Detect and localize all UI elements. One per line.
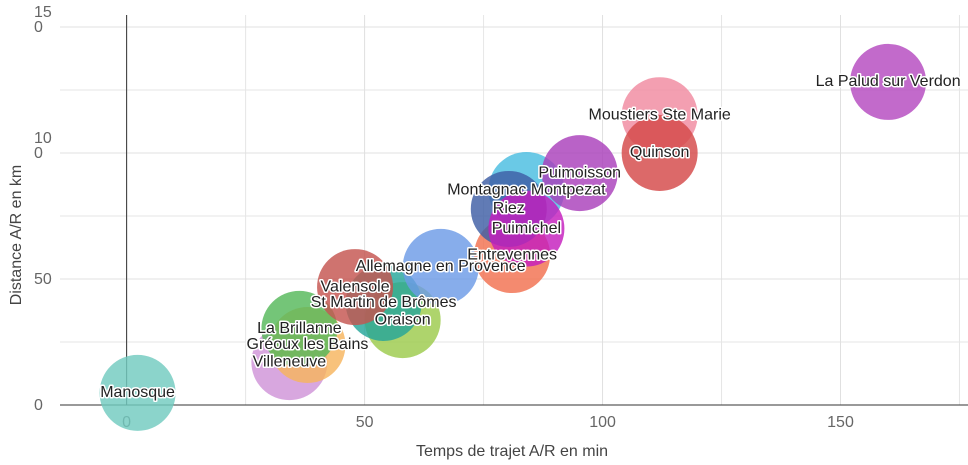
bubble — [261, 290, 338, 367]
x-tick-label: 150 — [827, 414, 854, 431]
bubble-label: Valensole — [321, 278, 390, 295]
bubble — [99, 354, 176, 431]
bubble-label: Gréoux les Bains — [247, 336, 369, 353]
x-axis-title: Temps de trajet A/R en min — [416, 443, 608, 460]
bubble-label: Villeneuve — [253, 353, 327, 370]
bubble-label: La Palud sur Verdon — [816, 73, 961, 90]
bubble — [488, 190, 565, 267]
bubble-label: Quinson — [630, 144, 690, 161]
y-tick-label: 50 — [34, 271, 52, 288]
y-axis-title: Distance A/R en km — [8, 165, 25, 306]
bubble-label: Puimoisson — [538, 164, 621, 181]
bubble — [402, 228, 479, 305]
bubble-label: Riez — [493, 200, 525, 217]
bubble-label: Puimichel — [492, 220, 561, 237]
bubble-label: Oraison — [375, 311, 431, 328]
x-tick-label: 100 — [589, 414, 616, 431]
bubble-label: St Martin de Brômes — [311, 294, 457, 311]
y-tick-label: 0 — [34, 397, 43, 414]
y-tick-label: 100 — [34, 130, 52, 162]
bubble-label: Montagnac Montpezat — [447, 181, 606, 198]
bubble — [541, 135, 618, 212]
bubble-label: Manosque — [100, 384, 175, 401]
y-tick-label: 150 — [34, 4, 52, 36]
x-tick-label: 50 — [356, 414, 374, 431]
bubble-label: La Brillanne — [257, 320, 342, 337]
bubble-label: Allemagne en Provence — [356, 258, 526, 275]
bubble-label: Entrevennes — [467, 246, 557, 263]
bubble — [317, 249, 394, 326]
bubble — [621, 115, 698, 191]
bubble-label: Moustiers Ste Marie — [589, 106, 731, 123]
bubble — [850, 43, 927, 120]
